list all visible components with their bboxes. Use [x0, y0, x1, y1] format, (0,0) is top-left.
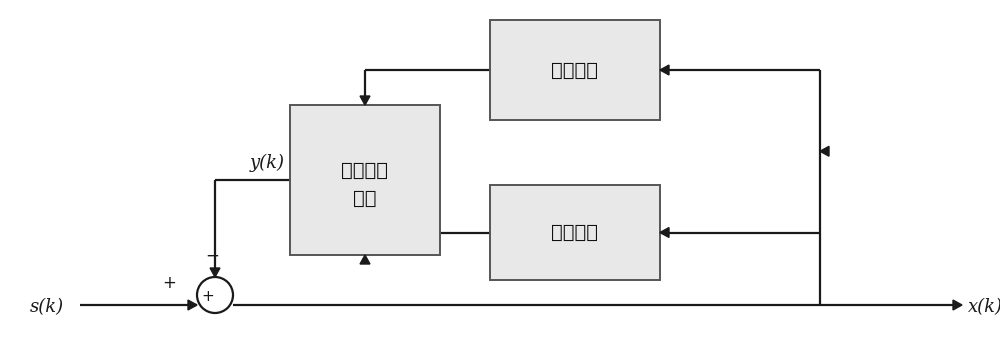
Polygon shape: [188, 300, 197, 310]
Text: x(k): x(k): [968, 298, 1000, 316]
Polygon shape: [820, 146, 829, 156]
Text: 加权各次: 加权各次: [342, 160, 388, 179]
Text: y(k): y(k): [250, 154, 285, 172]
Text: +: +: [162, 274, 176, 292]
Text: s(k): s(k): [30, 298, 64, 316]
Text: 谐波: 谐波: [353, 188, 377, 207]
Text: −: −: [205, 247, 219, 265]
Polygon shape: [210, 268, 220, 277]
Bar: [490, 20, 660, 120]
Polygon shape: [360, 255, 370, 264]
Text: 低通滤波: 低通滤波: [552, 223, 598, 242]
Polygon shape: [953, 300, 962, 310]
Polygon shape: [660, 228, 669, 237]
Text: +: +: [201, 289, 214, 304]
Polygon shape: [660, 65, 669, 75]
Bar: [290, 105, 440, 255]
Bar: [490, 185, 660, 280]
Polygon shape: [360, 96, 370, 105]
Text: 高通滤波: 高通滤波: [552, 60, 598, 79]
